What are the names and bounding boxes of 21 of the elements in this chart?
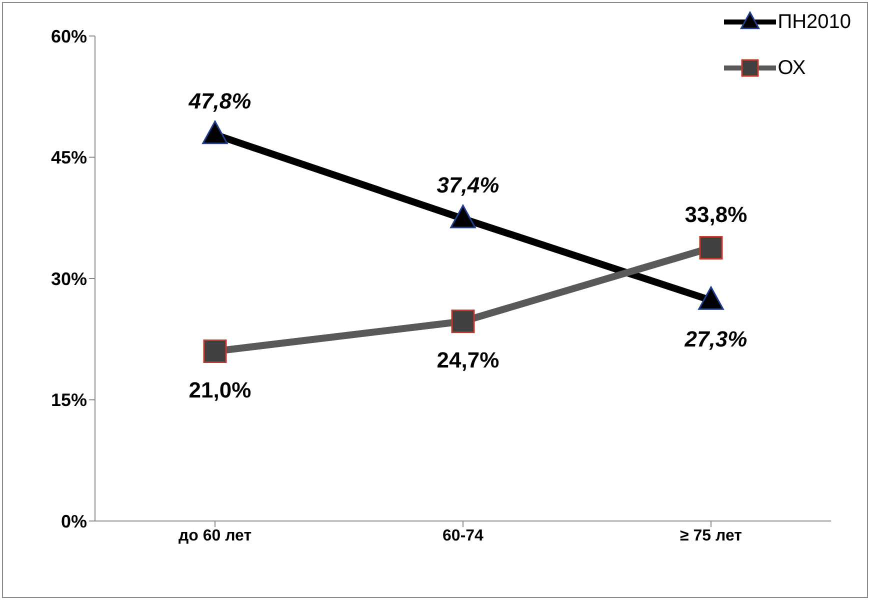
y-tick-label: 30% <box>50 268 87 289</box>
point <box>451 310 475 334</box>
data-label: 47,8% <box>188 88 252 114</box>
y-tick-label: 45% <box>50 148 87 168</box>
point <box>699 236 723 260</box>
data-label: 27,3% <box>684 326 748 352</box>
data-label: 21,0% <box>188 377 252 402</box>
point <box>450 204 476 228</box>
data-label: 37,4% <box>436 172 500 198</box>
x-tick-label: до 60 лет <box>178 527 252 544</box>
legend-label: ОХ <box>778 56 806 80</box>
data-label: 24,7% <box>436 347 500 372</box>
x-tick-label: 60-74 <box>442 527 484 544</box>
y-tick-label: 60% <box>50 26 87 46</box>
data-label: 33,8% <box>684 202 748 227</box>
y-tick-label: 0% <box>60 511 87 532</box>
x-tick-label: ≥ 75 лет <box>680 527 742 544</box>
y-tick-label: 15% <box>50 390 87 410</box>
legend-label: ПН2010 <box>778 10 851 34</box>
point <box>202 120 228 144</box>
point <box>203 340 227 363</box>
